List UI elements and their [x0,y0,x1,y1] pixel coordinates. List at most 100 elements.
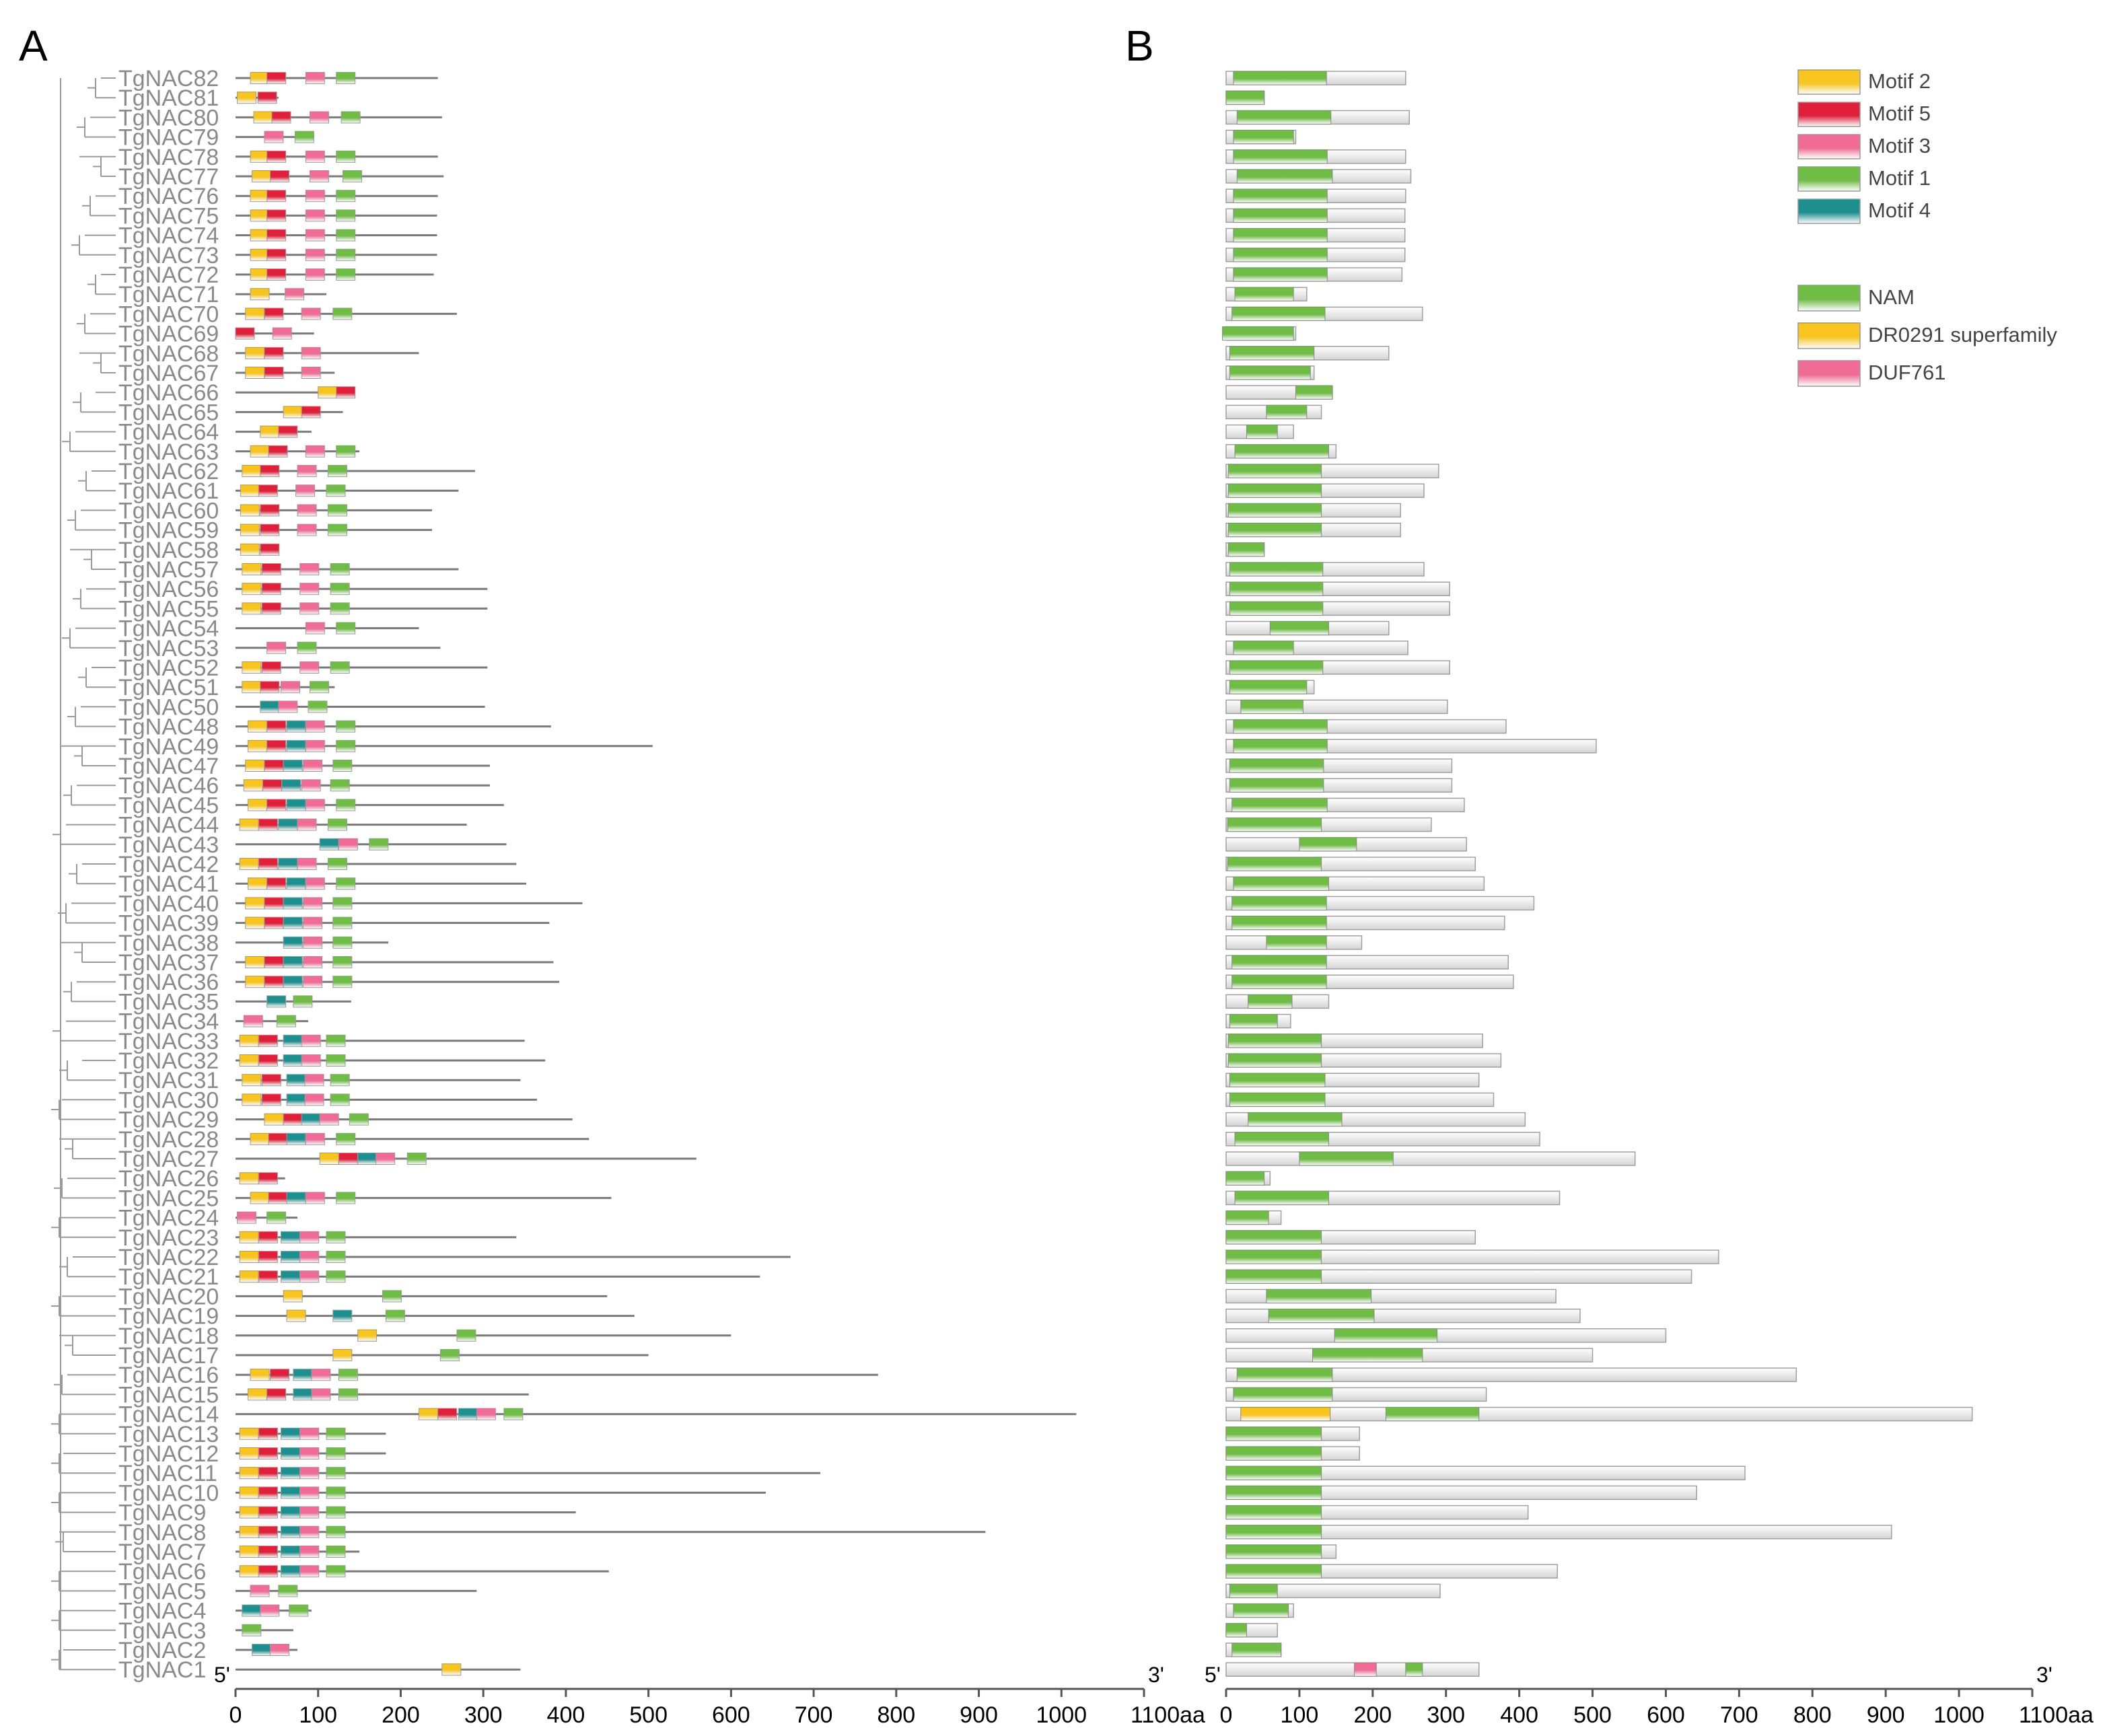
domain-box [1225,1250,1322,1264]
motif-box [261,583,281,595]
motif-box [326,1506,346,1519]
gene-label: TgNAC52 [118,655,219,681]
domain-box [1229,660,1324,675]
gene-label: TgNAC53 [118,636,219,661]
domain-box [1233,188,1328,203]
motif-box [261,602,281,615]
motif-box [326,1565,346,1578]
domain-box [1233,71,1327,85]
gene-label: TgNAC71 [118,282,219,308]
motif-box [258,1486,278,1499]
motif-box [289,1604,309,1617]
domain-box [1225,1171,1265,1186]
motif-box [258,1427,278,1440]
axis-a-tick-label: 600 [712,1702,750,1728]
motif-box [239,818,259,831]
motif-box [299,1486,320,1499]
motif-box [281,1427,300,1440]
motif-box [258,858,278,870]
motif-box [258,484,278,497]
motif-box [250,209,270,222]
motif-box [261,563,281,575]
gene-label: TgNAC21 [118,1264,219,1290]
domain-box [1233,149,1328,164]
motif-box [319,1153,339,1165]
domain-box [1312,1348,1423,1363]
domain-box [1225,1623,1247,1638]
domain-box [1225,1485,1322,1500]
motif-box [281,1447,300,1459]
domain-box [1227,464,1322,478]
motif-box [369,838,389,851]
gene-label: TgNAC2 [118,1638,206,1663]
motif-box [326,1231,346,1243]
motif-box [304,1074,324,1087]
domain-box [1354,1662,1377,1677]
motif-box [266,72,287,84]
gene-label: TgNAC32 [118,1048,219,1074]
motif-box [247,877,267,890]
gene-label: TgNAC31 [118,1068,219,1093]
gene-label: TgNAC37 [118,950,219,976]
domain-box [1295,385,1333,400]
panel-b-letter: B [1125,22,1154,70]
gene-label: TgNAC1 [118,1657,206,1683]
motif-box [326,1447,346,1459]
gene-label: TgNAC80 [118,105,219,131]
legend-label: Motif 4 [1868,198,1931,222]
motif-box [336,1192,356,1204]
motif-box [250,1585,270,1597]
motif-box [264,367,284,379]
motif-box [299,602,320,615]
motif-box [319,838,339,851]
legend-label: Motif 1 [1868,166,1931,190]
axis-a-tick-label: 800 [877,1702,915,1728]
motif-box [242,1074,262,1087]
domain-box [1246,425,1278,439]
domain-box [1231,797,1328,812]
gene-label: TgNAC60 [118,498,219,523]
motif-box [305,209,325,222]
motif-box [245,976,265,988]
motif-box [376,1153,396,1165]
motif-box [299,1231,320,1243]
domain-box [1225,1269,1322,1284]
motif-box [338,838,358,851]
motif-box [283,916,303,929]
gene-label: TgNAC34 [118,1009,219,1035]
motif-box [326,1034,346,1047]
motif-box [336,268,356,281]
gene-label: TgNAC11 [118,1461,217,1486]
motif-box [283,1054,303,1066]
motif-box [258,1270,278,1283]
motif-box [240,543,260,556]
motif-box [247,799,267,811]
motif-box [294,131,314,143]
motif-box [260,681,280,694]
gene-label: TgNAC13 [118,1422,219,1447]
motif-box [332,1349,353,1361]
motif-box [476,1408,496,1420]
motif-box [264,956,284,968]
motif-box [245,308,265,320]
motif-box [330,1093,350,1106]
motif-box [286,1192,306,1204]
motif-box [250,248,270,261]
motif-box [301,347,321,359]
motif-box [266,739,287,752]
domain-box [1266,1289,1372,1303]
motif-box [326,1270,346,1283]
motif-box [240,484,260,497]
domain-box [1266,935,1327,950]
gene-label: TgNAC16 [118,1363,219,1388]
gene-label: TgNAC59 [118,518,219,544]
domain-box [1229,365,1311,380]
motif-box [250,229,270,242]
motif-box [295,484,316,497]
gene-label: TgNAC44 [118,813,219,838]
gene-label: TgNAC65 [118,400,219,425]
motif-box [327,465,347,477]
axis-a: 5' 3' 0 100 200 300 400 500 600 700 800 900 1000 11… [214,1663,1205,1728]
motif-box [261,661,281,674]
motif-box [260,425,280,438]
